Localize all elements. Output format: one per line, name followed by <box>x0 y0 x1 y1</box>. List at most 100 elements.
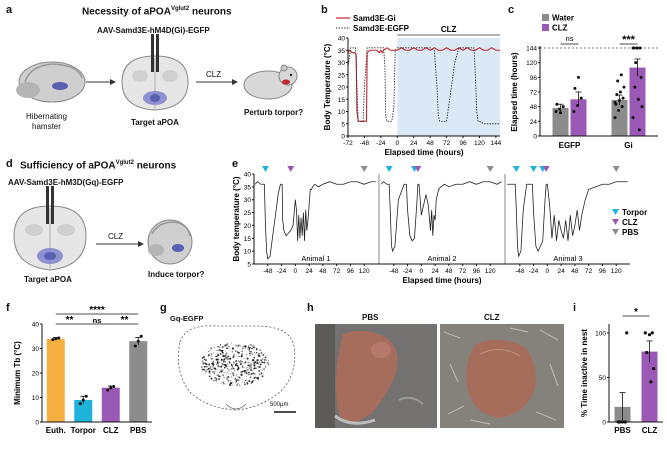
y-tick-label: 100 <box>595 330 606 337</box>
gfp-cell <box>243 369 246 372</box>
x-tick-label: PBS <box>130 426 147 435</box>
data-point <box>57 336 61 340</box>
panel-h-photo-pbs <box>315 324 437 428</box>
x-tick-label: 24 <box>557 268 565 275</box>
sig-label-euth-pbs: **** <box>89 305 105 316</box>
gfp-cell <box>232 355 235 358</box>
panel-letter-i: i <box>573 302 577 314</box>
gfp-cell <box>236 375 238 377</box>
gfp-cell <box>255 376 258 379</box>
gfp-cell <box>218 346 221 349</box>
panel-d-schematic <box>13 186 193 271</box>
gfp-cell <box>220 370 223 373</box>
gfp-cell <box>209 372 211 375</box>
gfp-cell <box>200 365 203 369</box>
y-tick-label: 30 <box>244 197 252 204</box>
panel-a-title: Necessity of aPOAVglut2 neurons <box>82 6 232 18</box>
x-tick-label: 144 <box>490 140 501 147</box>
gfp-cell <box>260 352 263 354</box>
gfp-cell <box>204 372 207 374</box>
sig-label-euth-torpor: ** <box>66 315 74 326</box>
gfp-cell <box>217 364 219 366</box>
gfp-cell <box>216 358 219 361</box>
legend-swatch-clz <box>542 24 549 31</box>
gfp-cell <box>246 370 248 372</box>
gfp-cell <box>247 346 249 348</box>
gfp-cell <box>220 365 223 368</box>
gfp-cell <box>250 382 252 384</box>
x-tick-label: Torpor <box>71 426 96 435</box>
gfp-cell <box>203 368 206 371</box>
gfp-cell <box>221 346 224 349</box>
gfp-cell <box>217 375 220 377</box>
x-tick-label: 48 <box>427 140 435 147</box>
sig-label: * <box>634 307 638 318</box>
gfp-cell <box>253 372 256 375</box>
gfp-cell <box>220 382 222 384</box>
gfp-cell <box>205 366 207 368</box>
gfp-cell <box>206 369 208 371</box>
gfp-cell <box>242 345 244 347</box>
data-point <box>618 90 622 94</box>
data-point <box>78 402 82 406</box>
gfp-cell <box>252 371 255 374</box>
gfp-cell <box>215 379 218 382</box>
panel-letter-h: h <box>307 302 314 314</box>
data-point <box>558 107 562 111</box>
gfp-cell <box>220 353 222 355</box>
gfp-cell <box>218 354 220 356</box>
gfp-cell <box>223 377 225 378</box>
gfp-cell <box>238 360 239 362</box>
x-tick-label: PBS <box>614 426 631 435</box>
gfp-cell <box>249 355 251 357</box>
gfp-cell <box>224 363 227 366</box>
gfp-cell <box>252 346 255 349</box>
gfp-cell <box>236 384 238 386</box>
gfp-cell <box>222 373 224 375</box>
gfp-cell <box>215 378 218 380</box>
gfp-cell <box>226 347 228 350</box>
x-axis-label: Elapsed time (hours) <box>384 148 463 157</box>
gfp-cell <box>225 352 228 355</box>
gfp-cell <box>230 368 233 370</box>
data-point <box>54 337 58 341</box>
gfp-cell <box>258 355 261 357</box>
gfp-cell <box>248 367 250 368</box>
data-point <box>616 79 620 83</box>
gfp-cell <box>224 354 227 357</box>
gfp-cell <box>222 381 225 384</box>
gfp-cell <box>254 365 256 367</box>
bar-gi-clz <box>629 67 646 136</box>
gfp-cell <box>253 361 255 363</box>
gfp-cell <box>248 380 251 382</box>
gfp-cell <box>221 351 224 354</box>
gfp-cell <box>251 370 253 372</box>
gfp-cell <box>226 378 229 380</box>
gfp-cell <box>249 376 252 379</box>
gfp-cell <box>252 359 255 361</box>
gfp-cell <box>227 348 229 349</box>
x-tick-label: -48 <box>389 268 399 275</box>
x-tick-label: EGFP <box>559 141 581 150</box>
panel-a-mid-label: Target aPOA <box>131 118 179 127</box>
gfp-cell <box>225 357 227 359</box>
gfp-cell <box>255 367 257 370</box>
gfp-cell <box>235 360 238 363</box>
data-point <box>81 398 85 402</box>
gfp-cell <box>235 382 237 384</box>
gfp-cell <box>238 355 240 358</box>
gfp-cell <box>245 372 248 375</box>
panel-letter-b: b <box>321 4 328 16</box>
gfp-cell <box>232 357 234 359</box>
gfp-cell <box>238 344 240 346</box>
data-point <box>579 96 583 100</box>
gfp-cell <box>225 384 227 386</box>
x-tick-label: Euth. <box>46 426 66 435</box>
gfp-cell <box>261 360 263 363</box>
gfp-cell <box>232 372 234 375</box>
gfp-cell <box>212 366 214 368</box>
x-tick-label: 24 <box>431 268 439 275</box>
x-axis-label: Elapsed time (hours) <box>402 276 481 285</box>
y-tick-label: 10 <box>244 249 252 256</box>
gfp-cell <box>209 367 212 370</box>
